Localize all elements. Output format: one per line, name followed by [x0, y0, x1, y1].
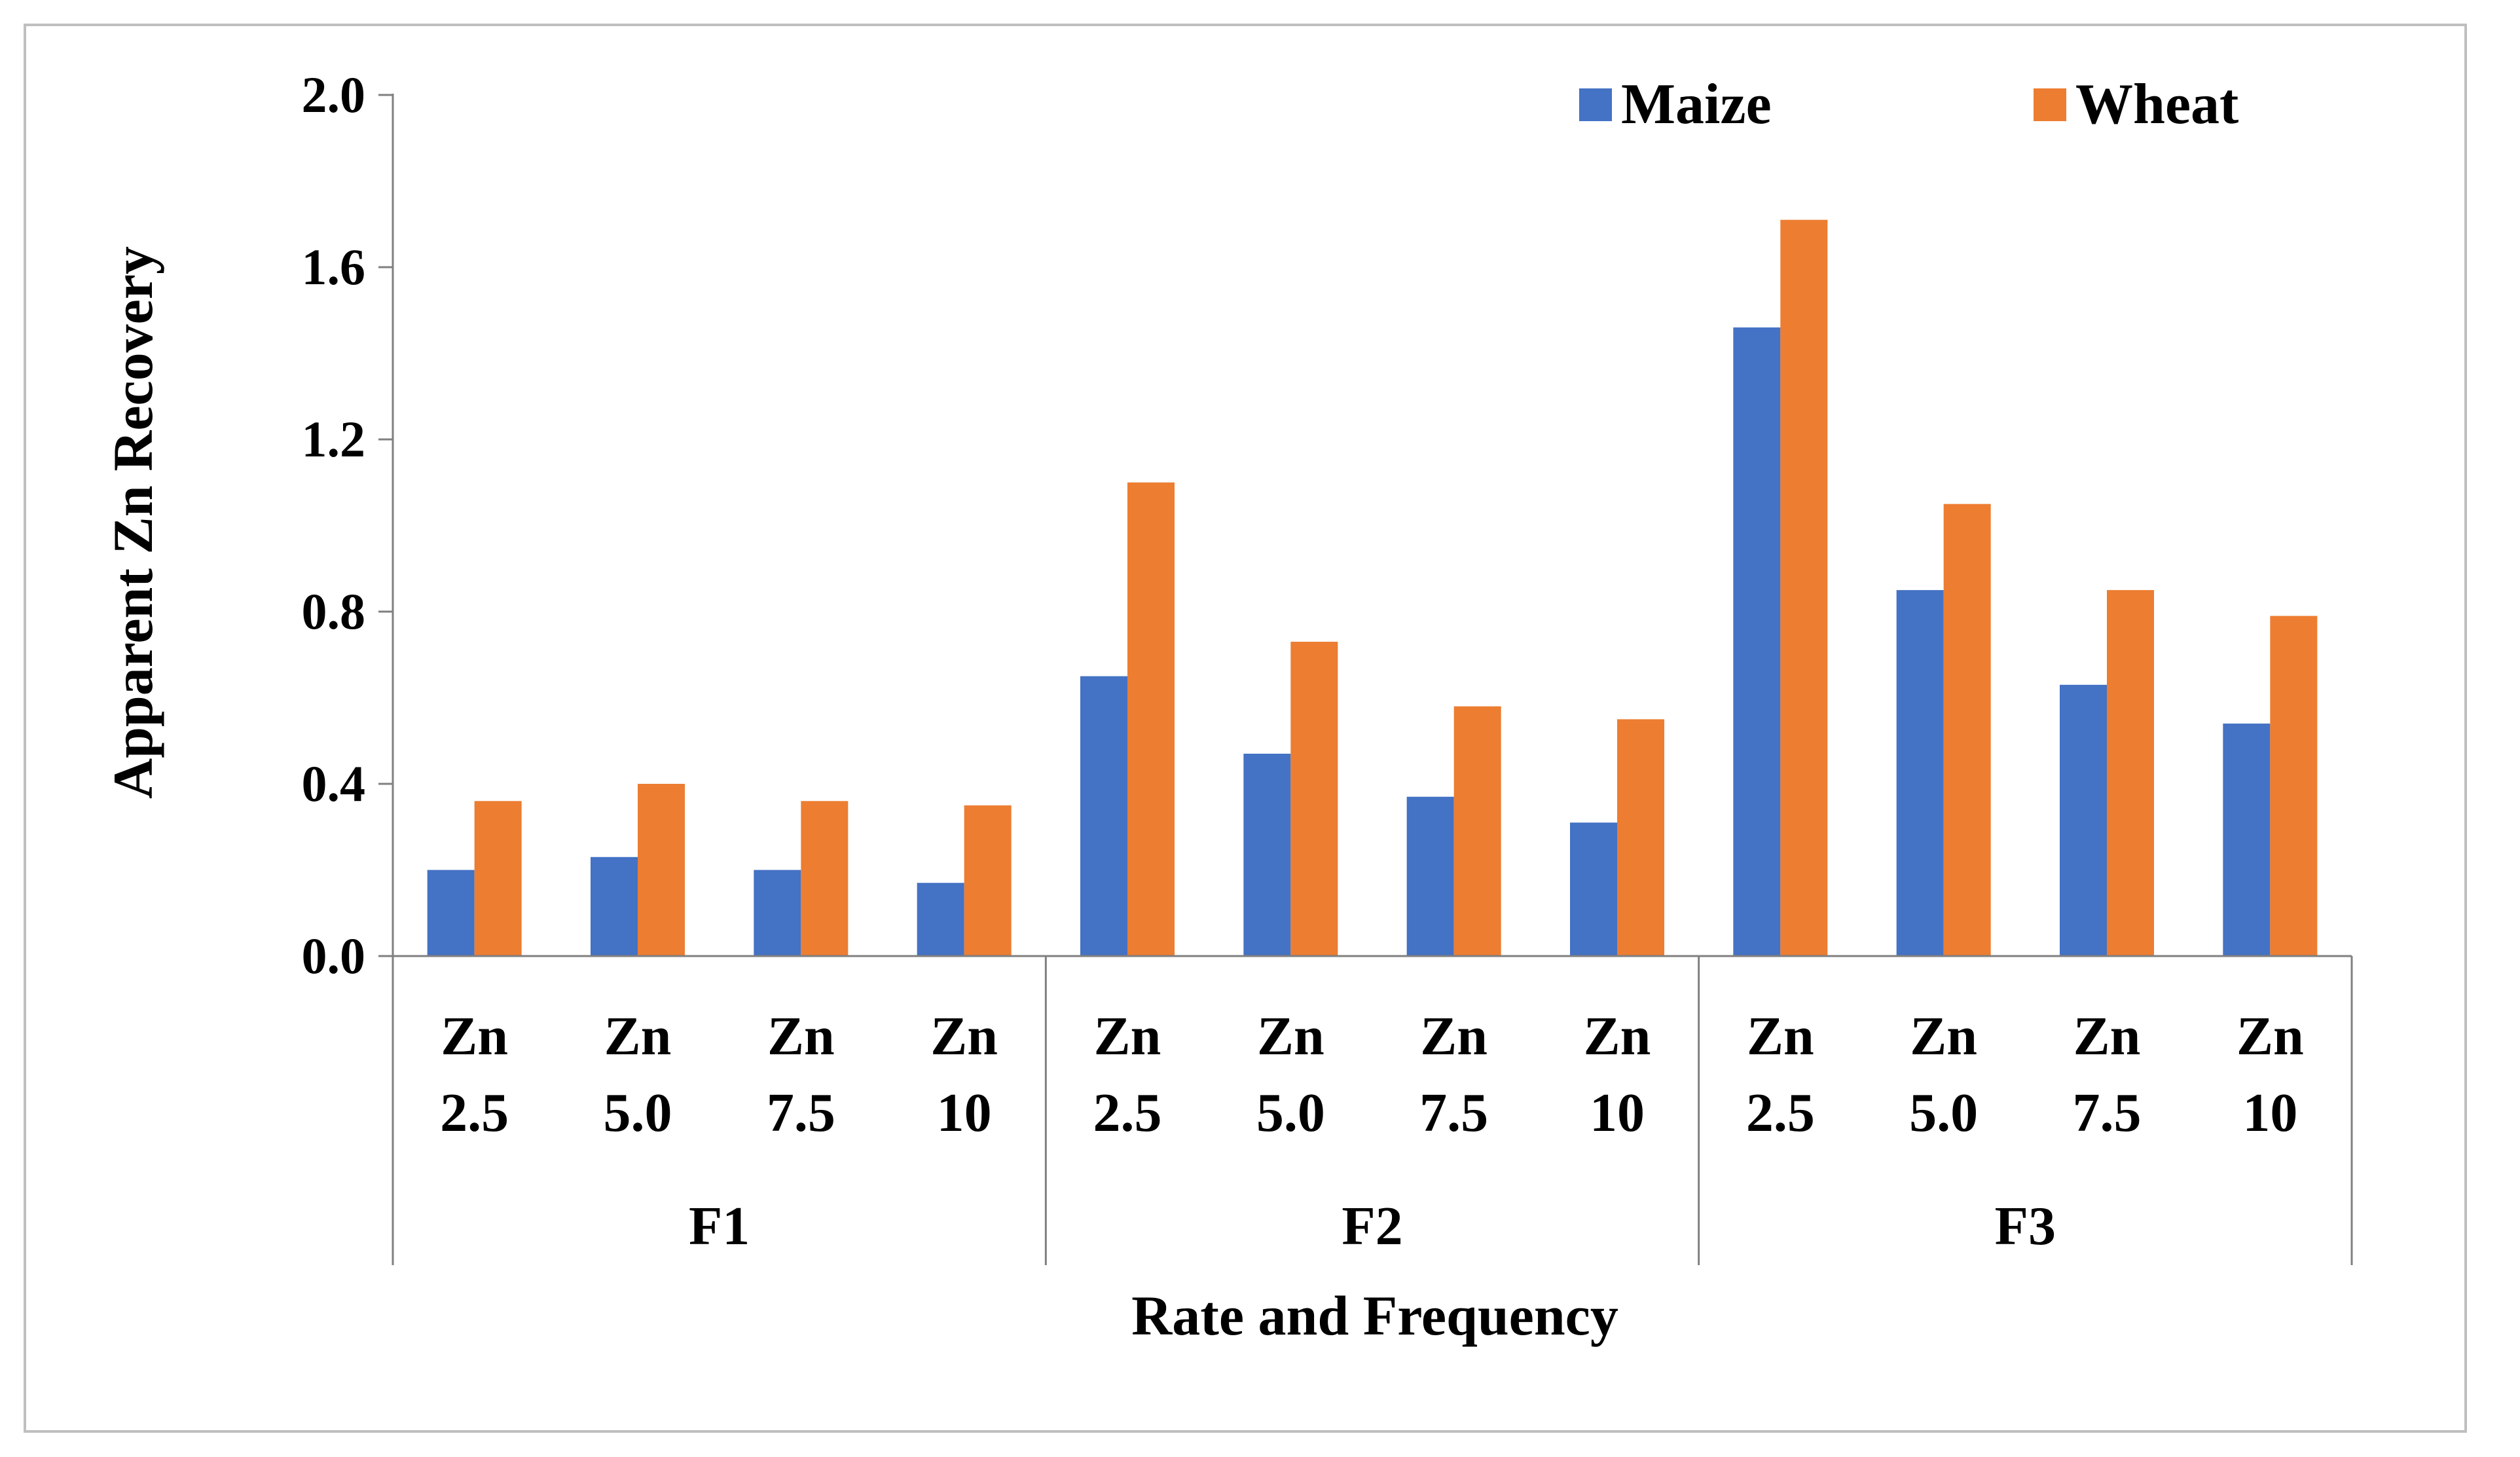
group-label-f1: F1	[689, 1196, 750, 1257]
bar-wheat-8	[1617, 719, 1664, 956]
bar-maize-3	[754, 870, 801, 956]
y-axis-title: Apparent Zn Recovery	[101, 246, 164, 799]
bar-maize-4	[917, 883, 964, 956]
category-label-line2: 2.5	[440, 1082, 509, 1143]
bar-wheat-2	[638, 784, 685, 956]
bar-maize-5	[1080, 676, 1127, 956]
category-label-line1: Zn	[930, 1006, 998, 1067]
bar-wheat-3	[801, 801, 849, 956]
category-label-line2: 10	[937, 1082, 992, 1143]
category-label-line1: Zn	[1094, 1006, 1161, 1067]
category-label-line2: 2.5	[1093, 1082, 1162, 1143]
category-label-line1: Zn	[1257, 1006, 1324, 1067]
bar-maize-9	[1733, 327, 1781, 956]
bar-wheat-10	[1943, 504, 1991, 956]
legend-swatch-maize	[1579, 88, 1612, 121]
group-label-f3: F3	[1995, 1196, 2056, 1257]
bar-maize-8	[1570, 822, 1617, 956]
bar-maize-2	[591, 857, 638, 956]
bar-wheat-1	[474, 801, 522, 956]
bar-maize-1	[427, 870, 475, 956]
category-label-line2: 7.5	[1419, 1082, 1488, 1143]
category-label-line2: 5.0	[1256, 1082, 1325, 1143]
category-label-line2: 5.0	[604, 1082, 672, 1143]
category-label-line2: 5.0	[1909, 1082, 1978, 1143]
legend-label-maize: Maize	[1621, 73, 1772, 136]
category-label-line1: Zn	[1910, 1006, 1977, 1067]
category-label-line2: 10	[1590, 1082, 1645, 1143]
bar-maize-6	[1243, 753, 1291, 956]
legend-label-wheat: Wheat	[2075, 73, 2238, 136]
y-tick-label: 0.8	[302, 583, 366, 640]
category-label-line2: 7.5	[2073, 1082, 2142, 1143]
y-tick-label: 0.4	[302, 755, 366, 812]
bar-maize-7	[1406, 796, 1454, 956]
legend: Maize Wheat	[1579, 73, 2238, 136]
category-label-line1: Zn	[441, 1006, 508, 1067]
category-label-line1: Zn	[2073, 1006, 2141, 1067]
category-label-line1: Zn	[1584, 1006, 1651, 1067]
bar-wheat-9	[1780, 219, 1828, 956]
bar-wheat-12	[2270, 616, 2318, 956]
bar-wheat-6	[1290, 642, 1338, 956]
category-label-line1: Zn	[2237, 1006, 2304, 1067]
bar-wheat-11	[2107, 590, 2154, 956]
group-label-f2: F2	[1342, 1196, 1402, 1257]
x-axis-title: Rate and Frequency	[1131, 1284, 1618, 1347]
bar-maize-12	[2223, 723, 2271, 956]
legend-swatch-wheat	[2034, 88, 2066, 121]
chart-border	[24, 24, 2467, 1433]
y-tick-label: 1.2	[302, 411, 366, 468]
y-tick-label: 0.0	[302, 927, 366, 984]
category-label-line1: Zn	[1420, 1006, 1488, 1067]
bar-maize-11	[2060, 684, 2107, 956]
category-label-line2: 2.5	[1746, 1082, 1815, 1143]
category-label-line2: 10	[2242, 1082, 2297, 1143]
category-label-line1: Zn	[767, 1006, 835, 1067]
y-tick-label: 1.6	[302, 238, 366, 295]
bar-wheat-5	[1127, 482, 1175, 956]
category-label-line1: Zn	[1747, 1006, 1814, 1067]
category-label-line2: 7.5	[767, 1082, 835, 1143]
y-tick-label: 2.0	[302, 66, 366, 123]
category-label-line1: Zn	[604, 1006, 672, 1067]
bar-wheat-4	[964, 805, 1012, 956]
bar-wheat-7	[1453, 706, 1501, 956]
bar-maize-10	[1896, 590, 1944, 956]
